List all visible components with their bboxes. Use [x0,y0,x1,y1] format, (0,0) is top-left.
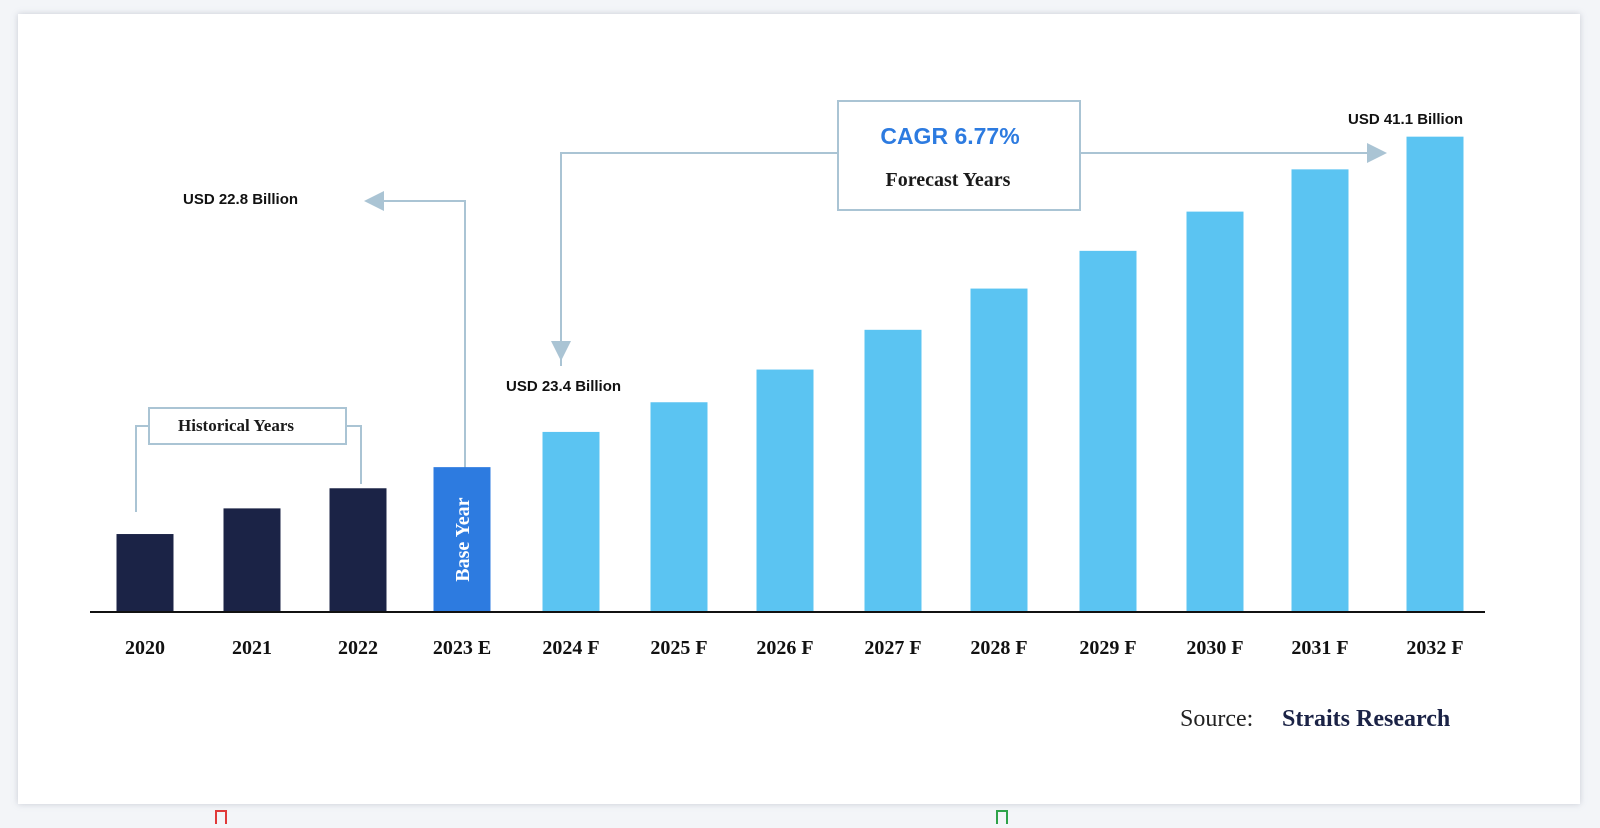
bar-2023-e [433,467,491,612]
x-tick-label: 2024 F [542,637,599,659]
usd-2024-annotation: USD 23.4 Billion [506,378,621,395]
x-tick-label: 2020 [125,637,165,659]
usd-2032-annotation: USD 41.1 Billion [1348,111,1463,128]
forecast-years-label: Forecast Years [886,169,1011,191]
bar-2024-f [542,431,600,612]
forecast-callout-box [837,100,1081,211]
x-tick-label: 2022 [338,637,378,659]
bar-2020 [116,534,174,612]
x-tick-label: 2021 [232,637,272,659]
pdf-file-icon [215,810,227,824]
usd-2023-annotation: USD 22.8 Billion [183,191,298,208]
x-tick-label: 2030 F [1186,637,1243,659]
historical-years-box [148,407,347,445]
bars-group: Base Year [116,136,1464,613]
bar-2031-f [1291,169,1349,613]
source-label: Source: [1180,706,1253,732]
base-year-bar-label: Base Year [452,497,474,581]
source-name: Straits Research [1282,706,1450,732]
market-size-bar-chart: CAGR 6.77% Forecast Years Historical Yea… [90,100,1485,732]
excel-file-icon [996,810,1008,824]
bar-2027-f [864,329,922,612]
chart-card: CAGR 6.77% Forecast Years Historical Yea… [18,14,1580,804]
x-tick-label: 2028 F [970,637,1027,659]
x-tick-label: 2031 F [1291,637,1348,659]
x-tick-label: 2025 F [650,637,707,659]
bar-2021 [223,508,281,612]
bar-2026-f [756,369,814,612]
x-tick-label: 2026 F [756,637,813,659]
bar-2032-f [1406,136,1464,612]
bar-2028-f [970,288,1028,612]
cagr-label: CAGR 6.77% [880,123,1019,149]
x-tick-label: 2027 F [864,637,921,659]
bar-2030-f [1186,211,1244,612]
x-tick-label: 2032 F [1406,637,1463,659]
historical-bracket-line [135,425,362,512]
x-tick-label: 2029 F [1079,637,1136,659]
base-year-connector-line [364,191,466,469]
forecast-connector-line [560,153,1383,366]
x-tick-label: 2023 E [433,637,491,659]
x-tick-labels: 2020 2021 2022 2023 E 2024 F 2025 F 2026 F 2027… [125,637,1464,659]
historical-years-label: Historical Years [178,416,294,435]
bar-2022 [329,488,387,612]
bar-2029-f [1079,250,1137,612]
bar-2025-f [650,402,708,612]
